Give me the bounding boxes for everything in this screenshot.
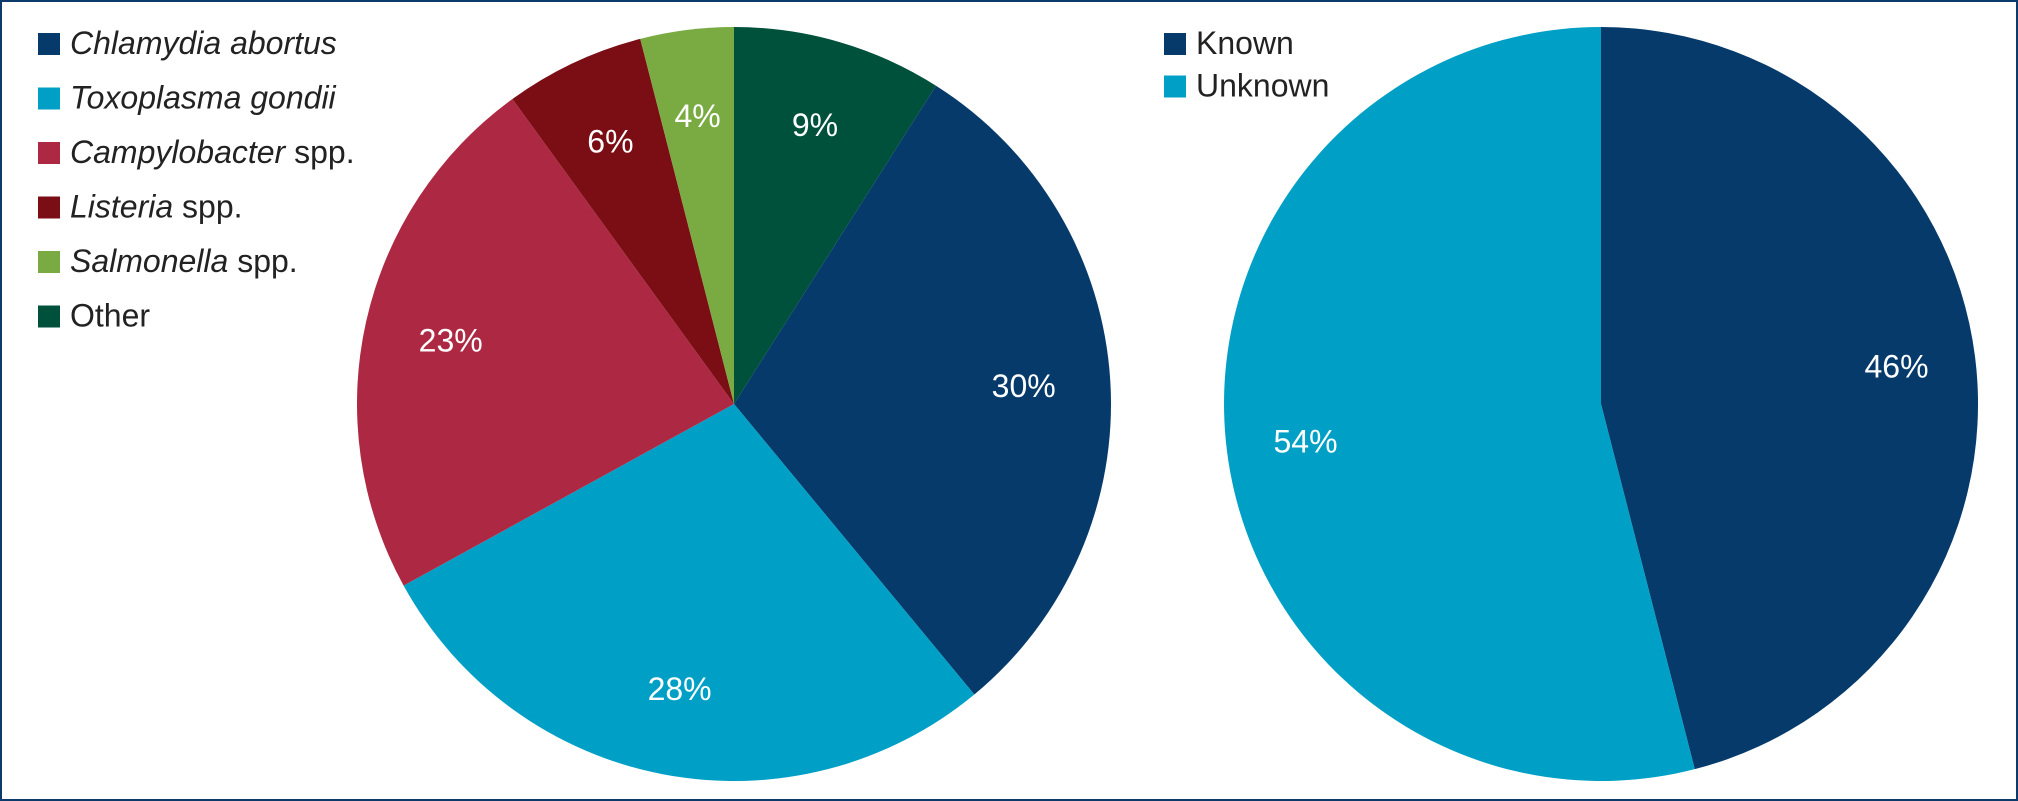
- slice-label-salmonella-spp: 4%: [674, 98, 720, 134]
- slice-toxoplasma-gondii: [403, 404, 975, 781]
- legend-label-chlamydia-abortus: Chlamydia abortus: [70, 25, 337, 61]
- legend-label-campylobacter-spp: Campylobacter spp.: [70, 134, 355, 170]
- known-unknown-legend: Known Unknown: [1164, 25, 1329, 104]
- legend-swatch-campylobacter-spp: [38, 142, 60, 164]
- slice-label-toxoplasma-gondii: 28%: [648, 671, 712, 707]
- slice-unknown: [1224, 27, 1695, 781]
- slice-known: [1601, 26, 1979, 770]
- pathogen-pie-chart: 9% 30% 28% 23% 6% 4%: [356, 26, 1111, 781]
- slice-label-unknown: 54%: [1273, 423, 1337, 459]
- legend-label-other: Other: [70, 298, 150, 334]
- legend-swatch-listeria-spp: [38, 196, 60, 219]
- slice-salmonella-spp: [640, 26, 734, 404]
- legend-label-salmonella-spp: Salmonella spp.: [70, 243, 298, 279]
- known-unknown-pie-chart: 46% 54%: [1224, 26, 1979, 781]
- pathogen-legend: Chlamydia abortus Toxoplasma gondii Campyl…: [38, 25, 355, 334]
- legend-swatch-other: [38, 305, 60, 328]
- slice-listeria-spp: [512, 38, 734, 405]
- slice-label-other: 9%: [792, 107, 838, 143]
- legend-swatch-known: [1164, 33, 1186, 55]
- legend-swatch-unknown: [1164, 75, 1186, 98]
- slice-other: [734, 26, 937, 404]
- slice-label-chlamydia-abortus: 30%: [992, 368, 1056, 404]
- slice-label-known: 46%: [1864, 349, 1928, 385]
- legend-label-listeria-spp: Listeria spp.: [70, 189, 243, 225]
- legend-swatch-chlamydia-abortus: [38, 33, 60, 55]
- slice-label-listeria-spp: 6%: [587, 123, 633, 159]
- slice-campylobacter-spp: [356, 99, 734, 586]
- slice-label-campylobacter-spp: 23%: [419, 323, 483, 359]
- legend-label-toxoplasma-gondii: Toxoplasma gondii: [70, 80, 337, 116]
- legend-swatch-salmonella-spp: [38, 251, 60, 273]
- legend-swatch-toxoplasma-gondii: [38, 87, 60, 110]
- legend-label-unknown: Unknown: [1196, 68, 1329, 104]
- legend-label-known: Known: [1196, 25, 1294, 61]
- slice-chlamydia-abortus: [734, 85, 1111, 695]
